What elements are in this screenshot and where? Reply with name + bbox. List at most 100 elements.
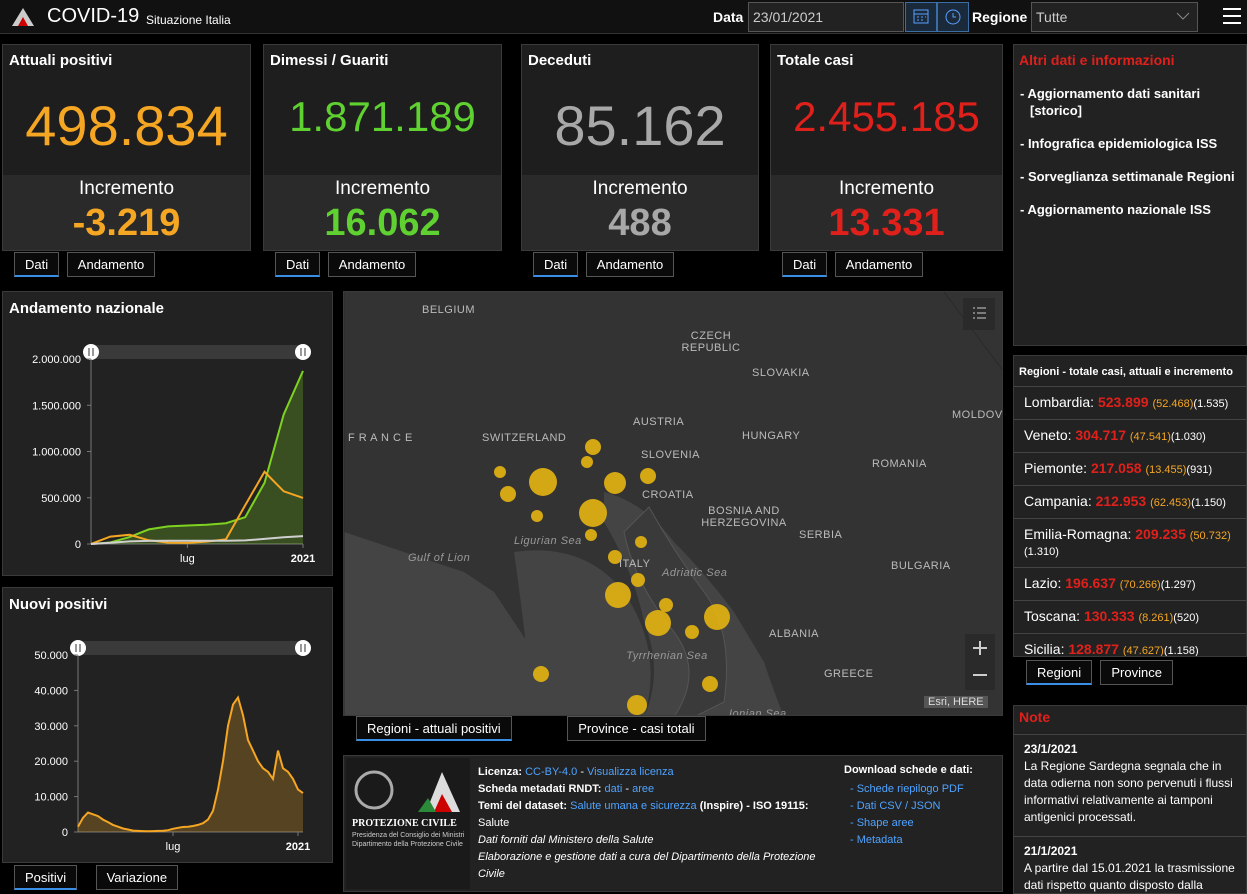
select-arrow <box>1176 12 1190 20</box>
region-select[interactable]: Tutte <box>1031 2 1198 32</box>
map-bubble[interactable] <box>635 536 647 548</box>
tab[interactable]: Dati <box>14 252 60 277</box>
download-link[interactable]: - Dati CSV / JSON <box>850 800 941 812</box>
region-row: Campania: 212.953 (62.453)(1.150) <box>1014 485 1246 518</box>
map-bubble[interactable] <box>500 486 516 502</box>
tab[interactable]: Dati <box>533 252 579 277</box>
slider-handle[interactable] <box>83 344 99 360</box>
tab[interactable]: Regioni <box>1026 660 1093 685</box>
map-bubble[interactable] <box>702 676 718 692</box>
map-bubble[interactable] <box>640 468 656 484</box>
tab[interactable]: Andamento <box>327 252 417 277</box>
card-top <box>771 45 1002 175</box>
footer-link[interactable]: CC-BY-4.0 <box>525 766 578 778</box>
legend-button[interactable] <box>963 298 995 330</box>
tab[interactable]: Dati <box>275 252 321 277</box>
footer-text: Licenza: <box>478 766 523 778</box>
date-input[interactable]: 23/01/2021 <box>748 2 904 32</box>
tab[interactable]: Positivi <box>14 865 78 890</box>
tab[interactable]: Andamento <box>585 252 675 277</box>
license-line: Dati forniti dal Ministero della Salute <box>478 832 838 849</box>
tab[interactable]: Regioni - attuali positivi <box>356 716 512 741</box>
region-increment: (1.297) <box>1160 579 1196 591</box>
download-link[interactable]: - Schede riepilogo PDF <box>850 783 964 795</box>
app-title: COVID-19 <box>47 5 140 27</box>
line <box>90 535 304 545</box>
slider-handle[interactable] <box>295 640 311 656</box>
map-bubble[interactable] <box>585 439 601 455</box>
note-entry: 21/1/2021 A partire dal 15.01.2021 la tra… <box>1014 836 1246 893</box>
info-links: - Aggiornamento dati sanitari [storico] -… <box>1020 85 1244 234</box>
x-tick-label: lug <box>166 841 181 853</box>
footer-link[interactable]: dati <box>604 783 623 795</box>
footer-text: Temi del dataset: <box>478 800 568 812</box>
map-bubble[interactable] <box>704 604 730 630</box>
info-link[interactable]: - Aggiornamento nazionale ISS <box>1020 202 1211 217</box>
map-canvas <box>344 292 1002 715</box>
region-active: (47.541) <box>1129 431 1171 443</box>
download-link[interactable]: - Metadata <box>850 834 903 846</box>
map-bubble[interactable] <box>585 529 597 541</box>
info-link[interactable]: - Aggiornamento dati sanitari [storico] <box>1020 86 1201 118</box>
slider-handle[interactable] <box>70 640 86 656</box>
region-active: (50.732) <box>1189 530 1231 542</box>
card-inc-value: 13.331 <box>828 202 945 244</box>
menu-button[interactable] <box>1222 7 1242 25</box>
handle-grip <box>75 644 81 652</box>
tab[interactable]: Andamento <box>66 252 156 277</box>
logo-block: PROTEZIONE CIVILE Presidenza del Consigl… <box>346 758 470 889</box>
zoom-control[interactable] <box>965 634 995 690</box>
map-label: ITALY <box>619 558 651 570</box>
map-bubble[interactable] <box>627 695 647 715</box>
map-bubble[interactable] <box>608 550 622 564</box>
region-name: Toscana: <box>1024 608 1081 624</box>
map-label: MOLDOV <box>952 409 1003 421</box>
card-value: 2.455.185 <box>793 93 980 140</box>
map-bubble[interactable] <box>579 499 607 527</box>
map: BELGIUM CZECH REPUBLIC SLOVAKIA AUSTRIA HUNG… <box>343 291 1003 716</box>
map-label: AUSTRIA <box>633 416 685 428</box>
region-name: Veneto: <box>1024 427 1072 443</box>
license-line: Elaborazione e gestione dati a cura del … <box>478 849 838 883</box>
area <box>91 370 303 544</box>
tab[interactable]: Andamento <box>834 252 924 277</box>
note-entry: 23/1/2021 La Regione Sardegna segnala che… <box>1014 734 1246 836</box>
map-bubble[interactable] <box>605 582 631 608</box>
time-button[interactable] <box>937 2 969 32</box>
note-title: Note <box>1019 709 1051 725</box>
info-link[interactable]: - Sorveglianza settimanale Regioni <box>1020 169 1235 184</box>
map-bubble[interactable] <box>659 598 673 612</box>
map-bubble[interactable] <box>531 510 543 522</box>
calendar-button[interactable] <box>905 2 937 32</box>
region-label: Regione <box>972 9 1028 25</box>
footer-link[interactable]: Salute umana e sicurezza <box>570 800 697 812</box>
tab[interactable]: Province - casi totali <box>567 716 706 741</box>
footer-link[interactable]: Visualizza licenza <box>587 766 674 778</box>
map-bubble[interactable] <box>581 456 593 468</box>
footer-text: - <box>580 766 584 778</box>
chart: 0 10.000 20.000 30.000 40.000 50.000 lug 2021 <box>34 640 311 853</box>
map-bubble[interactable] <box>631 573 645 587</box>
slider-handle[interactable] <box>295 344 311 360</box>
map-bubble[interactable] <box>494 466 506 478</box>
license-line: Temi del dataset: Salute umana e sicurez… <box>478 798 838 832</box>
region-total: 130.333 <box>1083 608 1135 624</box>
tab[interactable]: Variazione <box>95 865 179 890</box>
map-bubble[interactable] <box>529 468 557 496</box>
tab[interactable]: Dati <box>782 252 828 277</box>
chart-panel: Nuovi positivi 0 10.000 20.000 30.000 40.000 5… <box>2 587 333 863</box>
y-tick-label: 1.000.000 <box>32 447 81 459</box>
map-label: Adriatic Sea <box>662 567 728 579</box>
footer-text: Elaborazione e gestione dati a cura del … <box>478 851 816 880</box>
map-bubble[interactable] <box>645 610 671 636</box>
footer-link[interactable]: aree <box>632 783 655 795</box>
download-link[interactable]: - Shape aree <box>850 817 914 829</box>
handle-grip <box>300 644 306 652</box>
map-bubble[interactable] <box>604 472 626 494</box>
info-link[interactable]: - Infografica epidemiologica ISS <box>1020 136 1218 151</box>
map-bubble[interactable] <box>533 666 549 682</box>
map-bubble[interactable] <box>685 625 699 639</box>
region-total: 217.058 <box>1090 460 1142 476</box>
tab[interactable]: Province <box>1100 660 1173 685</box>
